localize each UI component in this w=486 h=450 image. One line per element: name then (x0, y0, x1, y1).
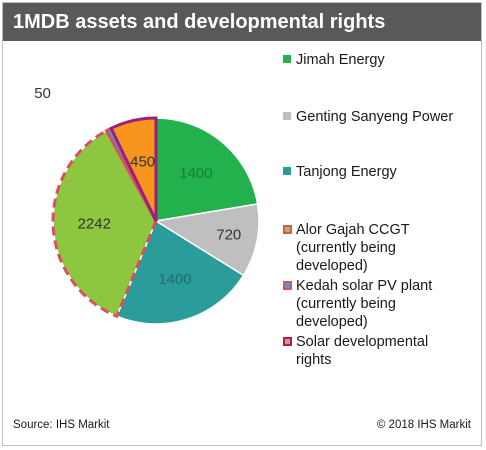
legend-marker-3 (283, 225, 292, 234)
legend-marker-2 (283, 167, 291, 175)
legend-line: developed) (296, 258, 368, 274)
legend-label-0: Jimah Energy (296, 51, 486, 69)
legend-label-5: Solar developmental rights (296, 333, 486, 369)
pie-slice-2 (115, 219, 245, 325)
legend-label-3: Alor Gajah CCGT (currently being developed… (296, 221, 486, 275)
legend-label-4: Kedah solar PV plant (currently being deve… (296, 277, 486, 331)
chart-frame: 1MDB assets and developmental rights 140… (2, 2, 482, 446)
legend-marker-5 (283, 337, 292, 346)
data-label-1: 720 (216, 226, 241, 243)
legend-line: developed) (296, 314, 368, 330)
pie-slice-outline-5 (109, 116, 158, 222)
title-bar: 1MDB assets and developmental rights (3, 3, 481, 41)
data-label-0: 1400 (179, 165, 212, 182)
data-label-3: 2242 (78, 215, 111, 232)
source-note: Source: IHS Markit (13, 419, 110, 431)
legend-marker-0 (283, 55, 291, 63)
data-label-2: 1400 (158, 271, 191, 288)
legend-line: rights (296, 352, 332, 368)
legend-line: (currently being (296, 240, 396, 256)
pie-chart: 1400 720 1400 2242 50 450 (34, 85, 260, 325)
pie-slice-1 (153, 203, 260, 277)
pie-slice-outline-3 (51, 128, 158, 319)
chart-title: 1MDB assets and developmental rights (13, 11, 386, 33)
data-label-4: 50 (34, 85, 51, 102)
legend-line: Kedah solar PV plant (296, 278, 433, 294)
data-label-5: 450 (130, 154, 155, 171)
legend-line: Solar developmental (296, 334, 429, 350)
legend-line: Alor Gajah CCGT (296, 222, 410, 238)
copyright-note: © 2018 IHS Markit (376, 419, 471, 431)
legend-label-1: Genting Sanyeng Power (296, 108, 486, 126)
legend-line: Tanjong Energy (296, 164, 397, 180)
footer: Source: IHS Markit © 2018 IHS Markit (3, 419, 481, 437)
pie-slice-0 (155, 117, 259, 222)
legend-line: Jimah Energy (296, 52, 385, 68)
legend-line: Genting Sanyeng Power (296, 109, 454, 125)
pie-slice-outline-4 (104, 126, 158, 222)
legend-marker-1 (283, 112, 291, 120)
legend-marker-4 (283, 281, 292, 290)
legend-line: (currently being (296, 296, 396, 312)
legend-label-2: Tanjong Energy (296, 163, 486, 181)
